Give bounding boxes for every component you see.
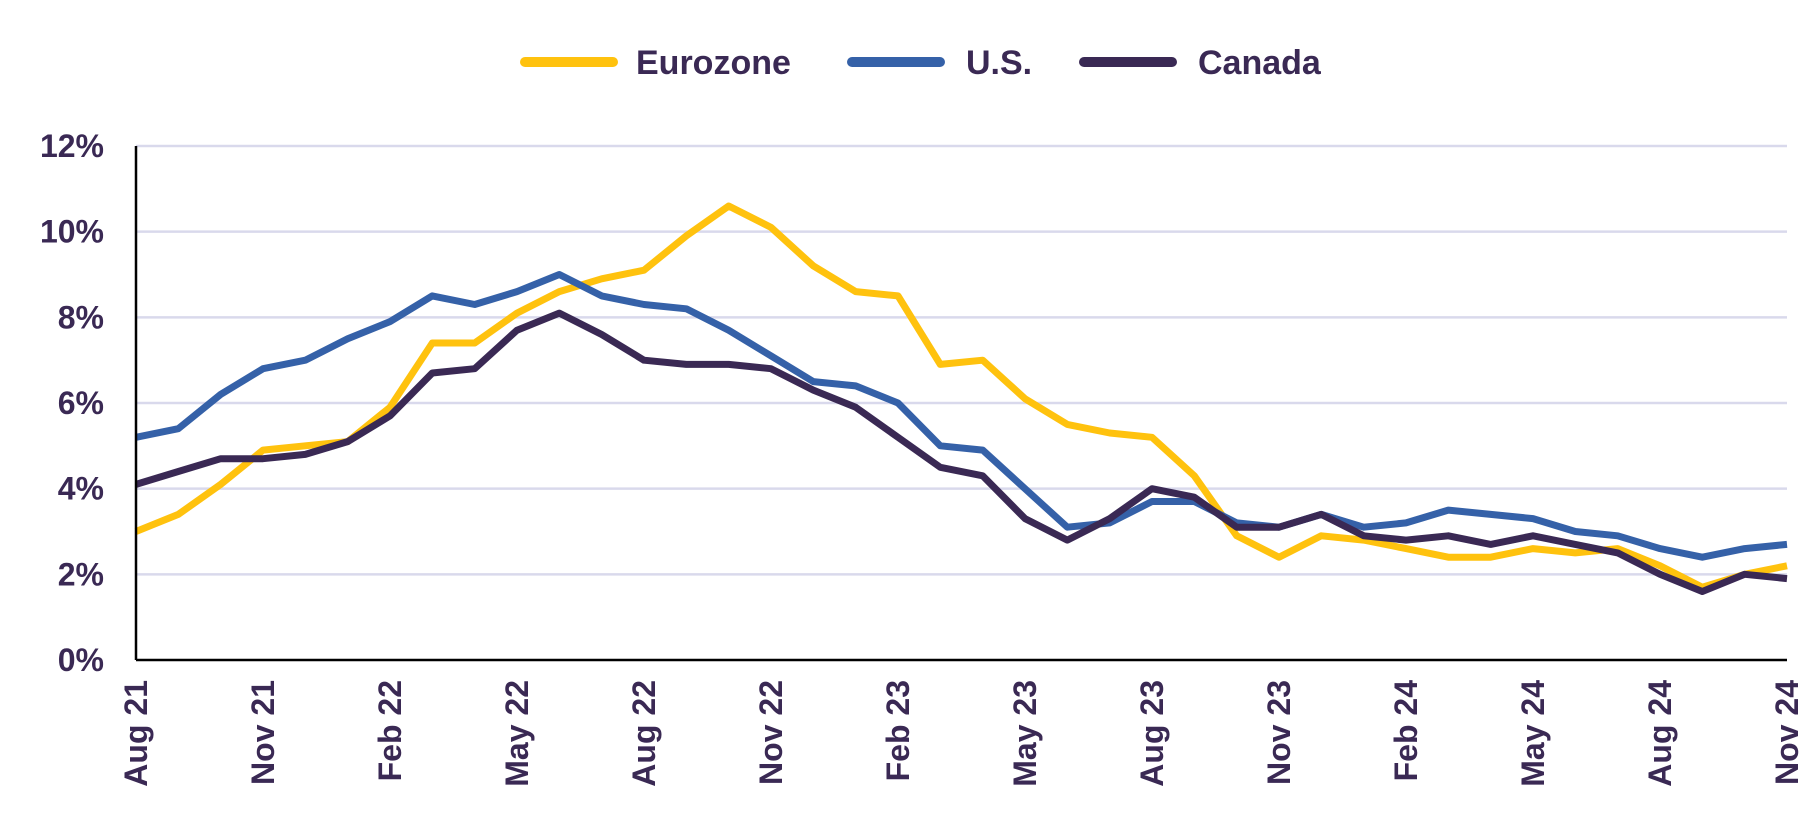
x-tick-label: Feb 22 [372, 680, 408, 781]
legend-item-canada: Canada [1079, 44, 1322, 82]
x-tick-label: Aug 22 [626, 680, 662, 787]
y-tick-label: 2% [58, 556, 104, 592]
series-lines [134, 202, 1788, 595]
legend-item-eurozone: Eurozone [520, 44, 791, 82]
x-tick-label: Nov 23 [1261, 680, 1297, 785]
y-axis-ticks: 0% 2% 4% 6% 8% 10% 12% [40, 128, 104, 678]
y-tick-label: 4% [58, 471, 104, 507]
series-line-canada [134, 309, 1788, 595]
series-line-u-s [135, 271, 1788, 561]
x-axis-ticks: Aug 21 Nov 21 Feb 22 May 22 Aug 22 Nov 22 Feb … [118, 680, 1805, 787]
y-tick-label: 10% [40, 214, 104, 250]
axes [134, 146, 1787, 662]
x-tick-label: May 23 [1007, 680, 1043, 787]
x-tick-label: May 22 [499, 680, 535, 787]
y-tick-label: 12% [40, 128, 104, 164]
y-tick-label: 6% [58, 385, 104, 421]
x-tick-label: Aug 24 [1642, 680, 1678, 787]
legend-label-canada: Canada [1198, 44, 1322, 82]
x-tick-label: Aug 23 [1134, 680, 1170, 787]
x-tick-label: May 24 [1515, 680, 1551, 787]
x-tick-label: Aug 21 [118, 680, 154, 787]
legend-item-u-s: U.S. [847, 44, 1032, 82]
legend: Eurozone U.S. Canada [520, 44, 1322, 82]
y-tick-label: 0% [58, 642, 104, 678]
legend-label-u-s: U.S. [966, 44, 1032, 82]
x-tick-label: Nov 24 [1769, 680, 1805, 785]
x-tick-label: Feb 23 [880, 680, 916, 781]
x-tick-label: Nov 22 [753, 680, 789, 785]
legend-label-eurozone: Eurozone [636, 44, 791, 82]
gridlines [136, 144, 1787, 576]
y-tick-label: 8% [58, 299, 104, 335]
series-line-eurozone [134, 202, 1788, 591]
x-tick-label: Nov 21 [245, 680, 281, 785]
x-tick-label: Feb 24 [1388, 680, 1424, 782]
